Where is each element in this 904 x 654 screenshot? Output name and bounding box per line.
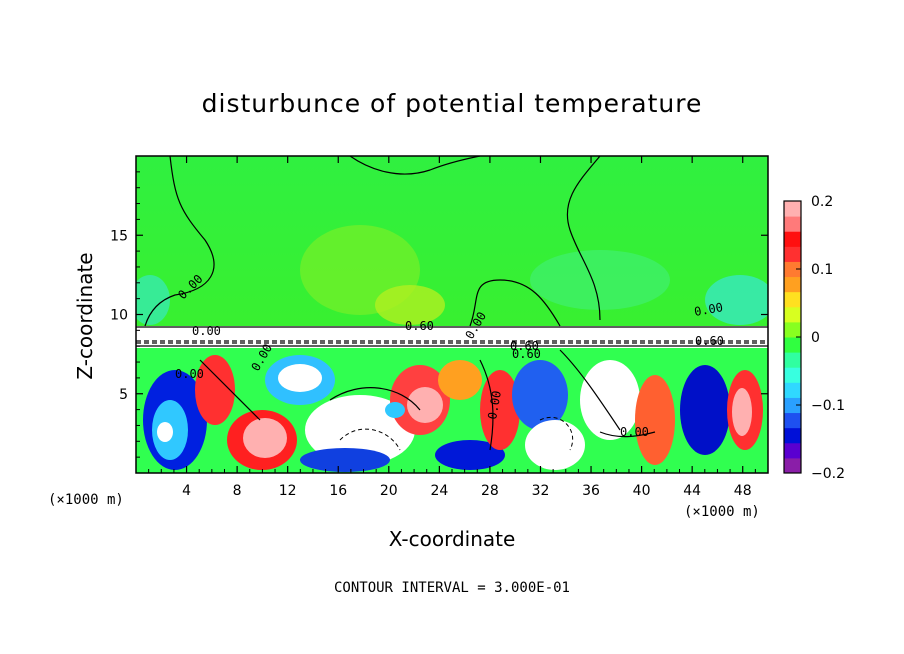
- colorbar-swatch: [784, 457, 801, 474]
- x-unit-right: (×1000 m): [684, 504, 760, 520]
- colorbar-swatch: [784, 321, 801, 338]
- colorbar-tick-label: 0.2: [811, 194, 833, 210]
- chart-title: disturbunce of potential temperature: [202, 89, 703, 118]
- y-tick-label: 5: [119, 387, 128, 403]
- field-patch: [705, 275, 768, 325]
- contour-label: 0.00: [693, 300, 724, 319]
- x-tick-label: 44: [683, 483, 701, 499]
- y-tick-label: 10: [110, 308, 128, 324]
- colorbar-tick-label: −0.2: [811, 466, 845, 482]
- field-patch: [375, 285, 445, 325]
- colorbar-tick-label: −0.1: [811, 398, 845, 414]
- x-tick-label: 28: [481, 483, 499, 499]
- x-axis: 4 8 12 16 20 24 28 32 36 40 44 48: [148, 156, 756, 499]
- contour-lines: [136, 156, 768, 451]
- x-tick-label: 16: [329, 483, 347, 499]
- colorbar-swatch: [784, 276, 801, 293]
- x-tick-label: 8: [233, 483, 242, 499]
- y-tick-label: 15: [110, 228, 128, 244]
- x-tick-label: 12: [279, 483, 297, 499]
- contour-label: 0.00: [485, 390, 504, 421]
- colorbar-swatch: [784, 352, 801, 368]
- inversion-band: [136, 326, 768, 348]
- colorbar-swatch: [784, 201, 801, 217]
- y-axis: 5 10 15: [110, 171, 768, 458]
- contour-label: 0.00: [175, 367, 204, 381]
- x-tick-label: 36: [582, 483, 600, 499]
- colorbar-swatch: [784, 291, 801, 308]
- field-patch: [530, 250, 670, 310]
- colorbar-swatch: [784, 382, 801, 398]
- negative-contours: [339, 416, 574, 451]
- x-tick-label: 32: [532, 483, 550, 499]
- colorbar-swatch: [784, 397, 801, 414]
- colorbar-swatch: [784, 231, 801, 247]
- colorbar-swatch: [784, 367, 801, 383]
- x-tick-label: 4: [182, 483, 191, 499]
- x-tick-label: 24: [430, 483, 448, 499]
- x-tick-label: 40: [633, 483, 651, 499]
- colorbar-swatch: [784, 412, 801, 429]
- field-patch: [136, 275, 170, 325]
- colorbar-swatch: [784, 442, 801, 459]
- x-tick-label: 20: [380, 483, 398, 499]
- contour-label: 0.60: [405, 319, 434, 333]
- upper-layer-field: [136, 156, 768, 326]
- colorbar-swatch: [784, 306, 801, 323]
- x-axis-label: X-coordinate: [389, 527, 516, 551]
- y-axis-label: Z-coordinate: [73, 252, 97, 379]
- contour-label: 0.60: [512, 347, 541, 361]
- contour-interval-note: CONTOUR INTERVAL = 3.000E-01: [334, 580, 570, 596]
- colorbar-swatch: [784, 216, 801, 232]
- field-area: [136, 156, 768, 473]
- colorbar-swatch: [784, 246, 801, 262]
- contour-label: 0.00: [620, 425, 649, 439]
- x-tick-label: 48: [734, 483, 752, 499]
- colorbar-tick-label: 0.1: [811, 262, 833, 278]
- colorbar-swatch: [784, 337, 801, 353]
- eddy-patches: [143, 355, 763, 472]
- colorbar-tick-label: 0: [811, 330, 820, 346]
- contour-label: 0.60: [510, 339, 539, 353]
- colorbar-swatch: [784, 427, 801, 444]
- contour-label: 0.00: [192, 324, 221, 338]
- colorbar: −0.2 −0.1 0 0.1 0.2: [783, 194, 845, 482]
- colorbar-swatch: [784, 261, 801, 278]
- contour-label: 0.60: [695, 334, 724, 348]
- x-unit-left: (×1000 m): [48, 492, 124, 508]
